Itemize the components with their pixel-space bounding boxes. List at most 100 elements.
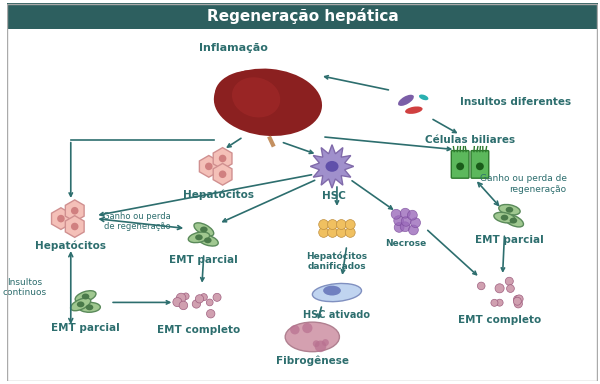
Circle shape xyxy=(314,341,326,352)
Ellipse shape xyxy=(405,106,422,114)
Circle shape xyxy=(219,155,226,162)
Circle shape xyxy=(401,218,411,228)
Ellipse shape xyxy=(232,77,280,118)
Ellipse shape xyxy=(195,234,203,240)
Circle shape xyxy=(402,222,412,232)
Circle shape xyxy=(179,301,188,310)
Text: Células biliares: Células biliares xyxy=(425,135,515,145)
Ellipse shape xyxy=(398,95,414,106)
Circle shape xyxy=(176,293,186,303)
Circle shape xyxy=(395,210,405,220)
Circle shape xyxy=(337,227,346,237)
Circle shape xyxy=(206,310,215,318)
FancyBboxPatch shape xyxy=(451,151,469,178)
Polygon shape xyxy=(65,200,84,222)
Circle shape xyxy=(506,285,514,293)
Circle shape xyxy=(401,209,411,219)
Text: EMT completo: EMT completo xyxy=(458,315,541,325)
Text: Hepatócitos: Hepatócitos xyxy=(35,240,106,251)
Circle shape xyxy=(393,215,403,225)
Ellipse shape xyxy=(79,303,100,312)
Ellipse shape xyxy=(86,305,94,310)
Circle shape xyxy=(478,282,485,290)
Circle shape xyxy=(319,227,329,237)
Circle shape xyxy=(395,223,405,233)
Circle shape xyxy=(410,224,420,234)
Circle shape xyxy=(515,295,523,303)
Text: Hepatócitos
danificados: Hepatócitos danificados xyxy=(307,251,368,271)
Ellipse shape xyxy=(215,70,311,131)
Circle shape xyxy=(319,220,329,230)
Text: Necrose: Necrose xyxy=(385,239,427,248)
Ellipse shape xyxy=(197,235,218,246)
Ellipse shape xyxy=(499,205,520,215)
Polygon shape xyxy=(199,156,218,177)
Ellipse shape xyxy=(285,322,340,352)
Text: Ganho ou perda de
regeneração: Ganho ou perda de regeneração xyxy=(479,174,566,194)
Circle shape xyxy=(57,215,65,222)
Ellipse shape xyxy=(476,162,484,170)
Circle shape xyxy=(182,293,189,300)
Ellipse shape xyxy=(71,298,91,311)
Ellipse shape xyxy=(509,218,517,223)
Circle shape xyxy=(192,300,200,308)
Circle shape xyxy=(71,207,79,215)
Circle shape xyxy=(328,220,337,230)
Text: EMT parcial: EMT parcial xyxy=(475,235,544,245)
Text: Insultos
continuos: Insultos continuos xyxy=(2,278,47,297)
Ellipse shape xyxy=(503,214,523,227)
Text: Hepatócitos: Hepatócitos xyxy=(183,189,254,200)
Circle shape xyxy=(408,217,418,227)
Text: Fibrogênese: Fibrogênese xyxy=(276,356,349,366)
Ellipse shape xyxy=(326,161,338,172)
Ellipse shape xyxy=(77,301,85,307)
Polygon shape xyxy=(213,147,232,169)
Text: Insultos diferentes: Insultos diferentes xyxy=(460,97,571,107)
Circle shape xyxy=(491,299,498,306)
Polygon shape xyxy=(65,216,84,237)
Polygon shape xyxy=(52,208,70,230)
Ellipse shape xyxy=(75,291,96,302)
Circle shape xyxy=(495,284,504,293)
Circle shape xyxy=(409,210,419,220)
Circle shape xyxy=(322,339,329,346)
Ellipse shape xyxy=(214,69,322,136)
FancyBboxPatch shape xyxy=(471,151,489,178)
Ellipse shape xyxy=(193,223,214,235)
Ellipse shape xyxy=(501,215,508,220)
Ellipse shape xyxy=(323,286,341,296)
Text: Inflamação: Inflamação xyxy=(199,43,268,53)
Circle shape xyxy=(514,300,523,308)
Text: EMT parcial: EMT parcial xyxy=(51,323,120,333)
Ellipse shape xyxy=(200,227,208,232)
Text: Regeneração hepática: Regeneração hepática xyxy=(206,8,398,24)
Circle shape xyxy=(196,295,203,303)
Ellipse shape xyxy=(204,237,212,243)
Text: EMT parcial: EMT parcial xyxy=(169,255,238,265)
Polygon shape xyxy=(213,164,232,185)
Circle shape xyxy=(505,277,514,285)
Circle shape xyxy=(496,299,503,306)
Ellipse shape xyxy=(313,283,362,302)
Circle shape xyxy=(200,294,208,301)
Circle shape xyxy=(290,325,299,334)
Circle shape xyxy=(213,293,221,301)
Circle shape xyxy=(206,299,213,306)
Circle shape xyxy=(302,323,313,333)
Ellipse shape xyxy=(188,231,209,243)
Circle shape xyxy=(346,227,355,237)
Circle shape xyxy=(514,295,521,303)
Circle shape xyxy=(219,170,226,178)
Circle shape xyxy=(346,220,355,230)
Circle shape xyxy=(514,297,521,305)
Text: EMT completo: EMT completo xyxy=(157,325,241,335)
FancyBboxPatch shape xyxy=(7,3,598,29)
Text: HSC: HSC xyxy=(322,191,346,201)
Ellipse shape xyxy=(506,207,513,213)
Ellipse shape xyxy=(456,162,464,170)
Ellipse shape xyxy=(82,293,89,300)
Polygon shape xyxy=(310,145,353,188)
Ellipse shape xyxy=(419,94,428,100)
Circle shape xyxy=(328,227,337,237)
Text: Ganho ou perda
de regeneração: Ganho ou perda de regeneração xyxy=(103,212,171,231)
